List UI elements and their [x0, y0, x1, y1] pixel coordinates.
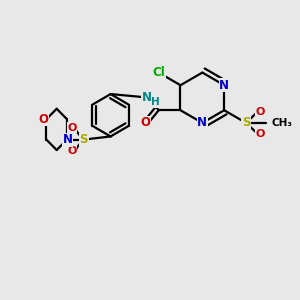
Text: H: H	[152, 97, 160, 107]
Text: O: O	[255, 107, 265, 117]
Text: N: N	[219, 79, 229, 92]
Text: O: O	[67, 123, 76, 133]
Text: N: N	[142, 91, 152, 104]
Text: O: O	[38, 112, 48, 126]
Text: S: S	[242, 116, 250, 129]
Text: N: N	[63, 133, 73, 146]
Text: Cl: Cl	[152, 66, 165, 79]
Text: CH₃: CH₃	[272, 118, 293, 128]
Text: O: O	[255, 129, 265, 139]
Text: O: O	[67, 146, 76, 157]
Text: S: S	[80, 133, 88, 146]
Text: N: N	[197, 116, 207, 129]
Text: O: O	[140, 116, 151, 129]
